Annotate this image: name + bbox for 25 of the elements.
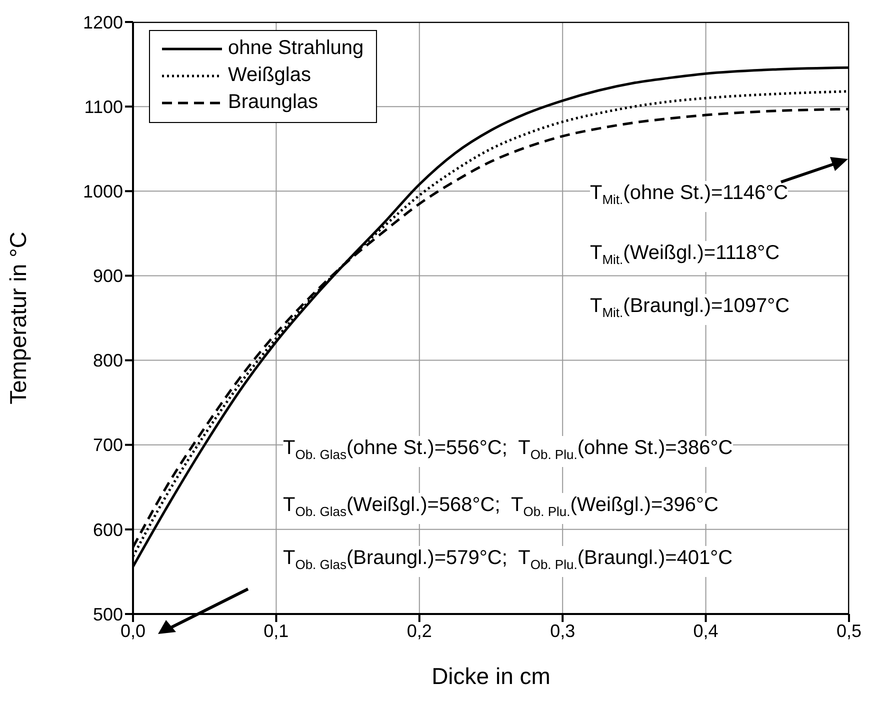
- y-tick-label: 1200: [82, 12, 123, 32]
- annotation: T$_{Ob. Glas}$(Braungl.)=579°C; T$_{Ob. Plu.}$(Braungl.)=401°C: [283, 546, 733, 577]
- annotation: T$_{Ob. Glas}$(Weißgl.)=568°C; T$_{Ob. Plu.}$(Weißgl.)=396°C: [283, 493, 718, 524]
- y-axis-title: Temperatur in °C: [5, 232, 32, 404]
- x-tick-label: 0,2: [406, 620, 432, 641]
- x-tick-label: 0,4: [693, 620, 718, 641]
- y-tick-label: 500: [92, 604, 123, 624]
- y-tick-label: 1000: [82, 182, 123, 202]
- annotation: T$_{Mit.}$(Braungl.)=1097°C: [590, 294, 790, 325]
- legend-label: Weißglas: [228, 63, 311, 88]
- y-tick-label: 700: [92, 435, 123, 456]
- legend-label: Braunglas: [228, 90, 318, 115]
- annotation: T$_{Mit.}$(ohne St.)=1146°C: [590, 181, 788, 212]
- annotation: T$_{Mit.}$(Weißgl.)=1118°C: [590, 241, 780, 272]
- y-tick-label: 800: [92, 350, 123, 371]
- y-tick-label: 900: [92, 266, 123, 286]
- x-tick-label: 0,1: [264, 620, 289, 641]
- x-tick-label: 0,3: [550, 620, 576, 641]
- y-tick-label: 600: [92, 520, 123, 540]
- annotation: T$_{Ob. Glas}$(ohne St.)=556°C; T$_{Ob. Plu.}$(ohne St.)=386°C: [283, 436, 733, 467]
- legend-label: ohne Strahlung: [228, 36, 364, 61]
- x-tick-label: 0,0: [120, 620, 146, 641]
- x-tick-label: 0,5: [836, 620, 862, 641]
- x-axis-title: Dicke in cm: [432, 663, 550, 689]
- y-tick-label: 1100: [84, 96, 123, 117]
